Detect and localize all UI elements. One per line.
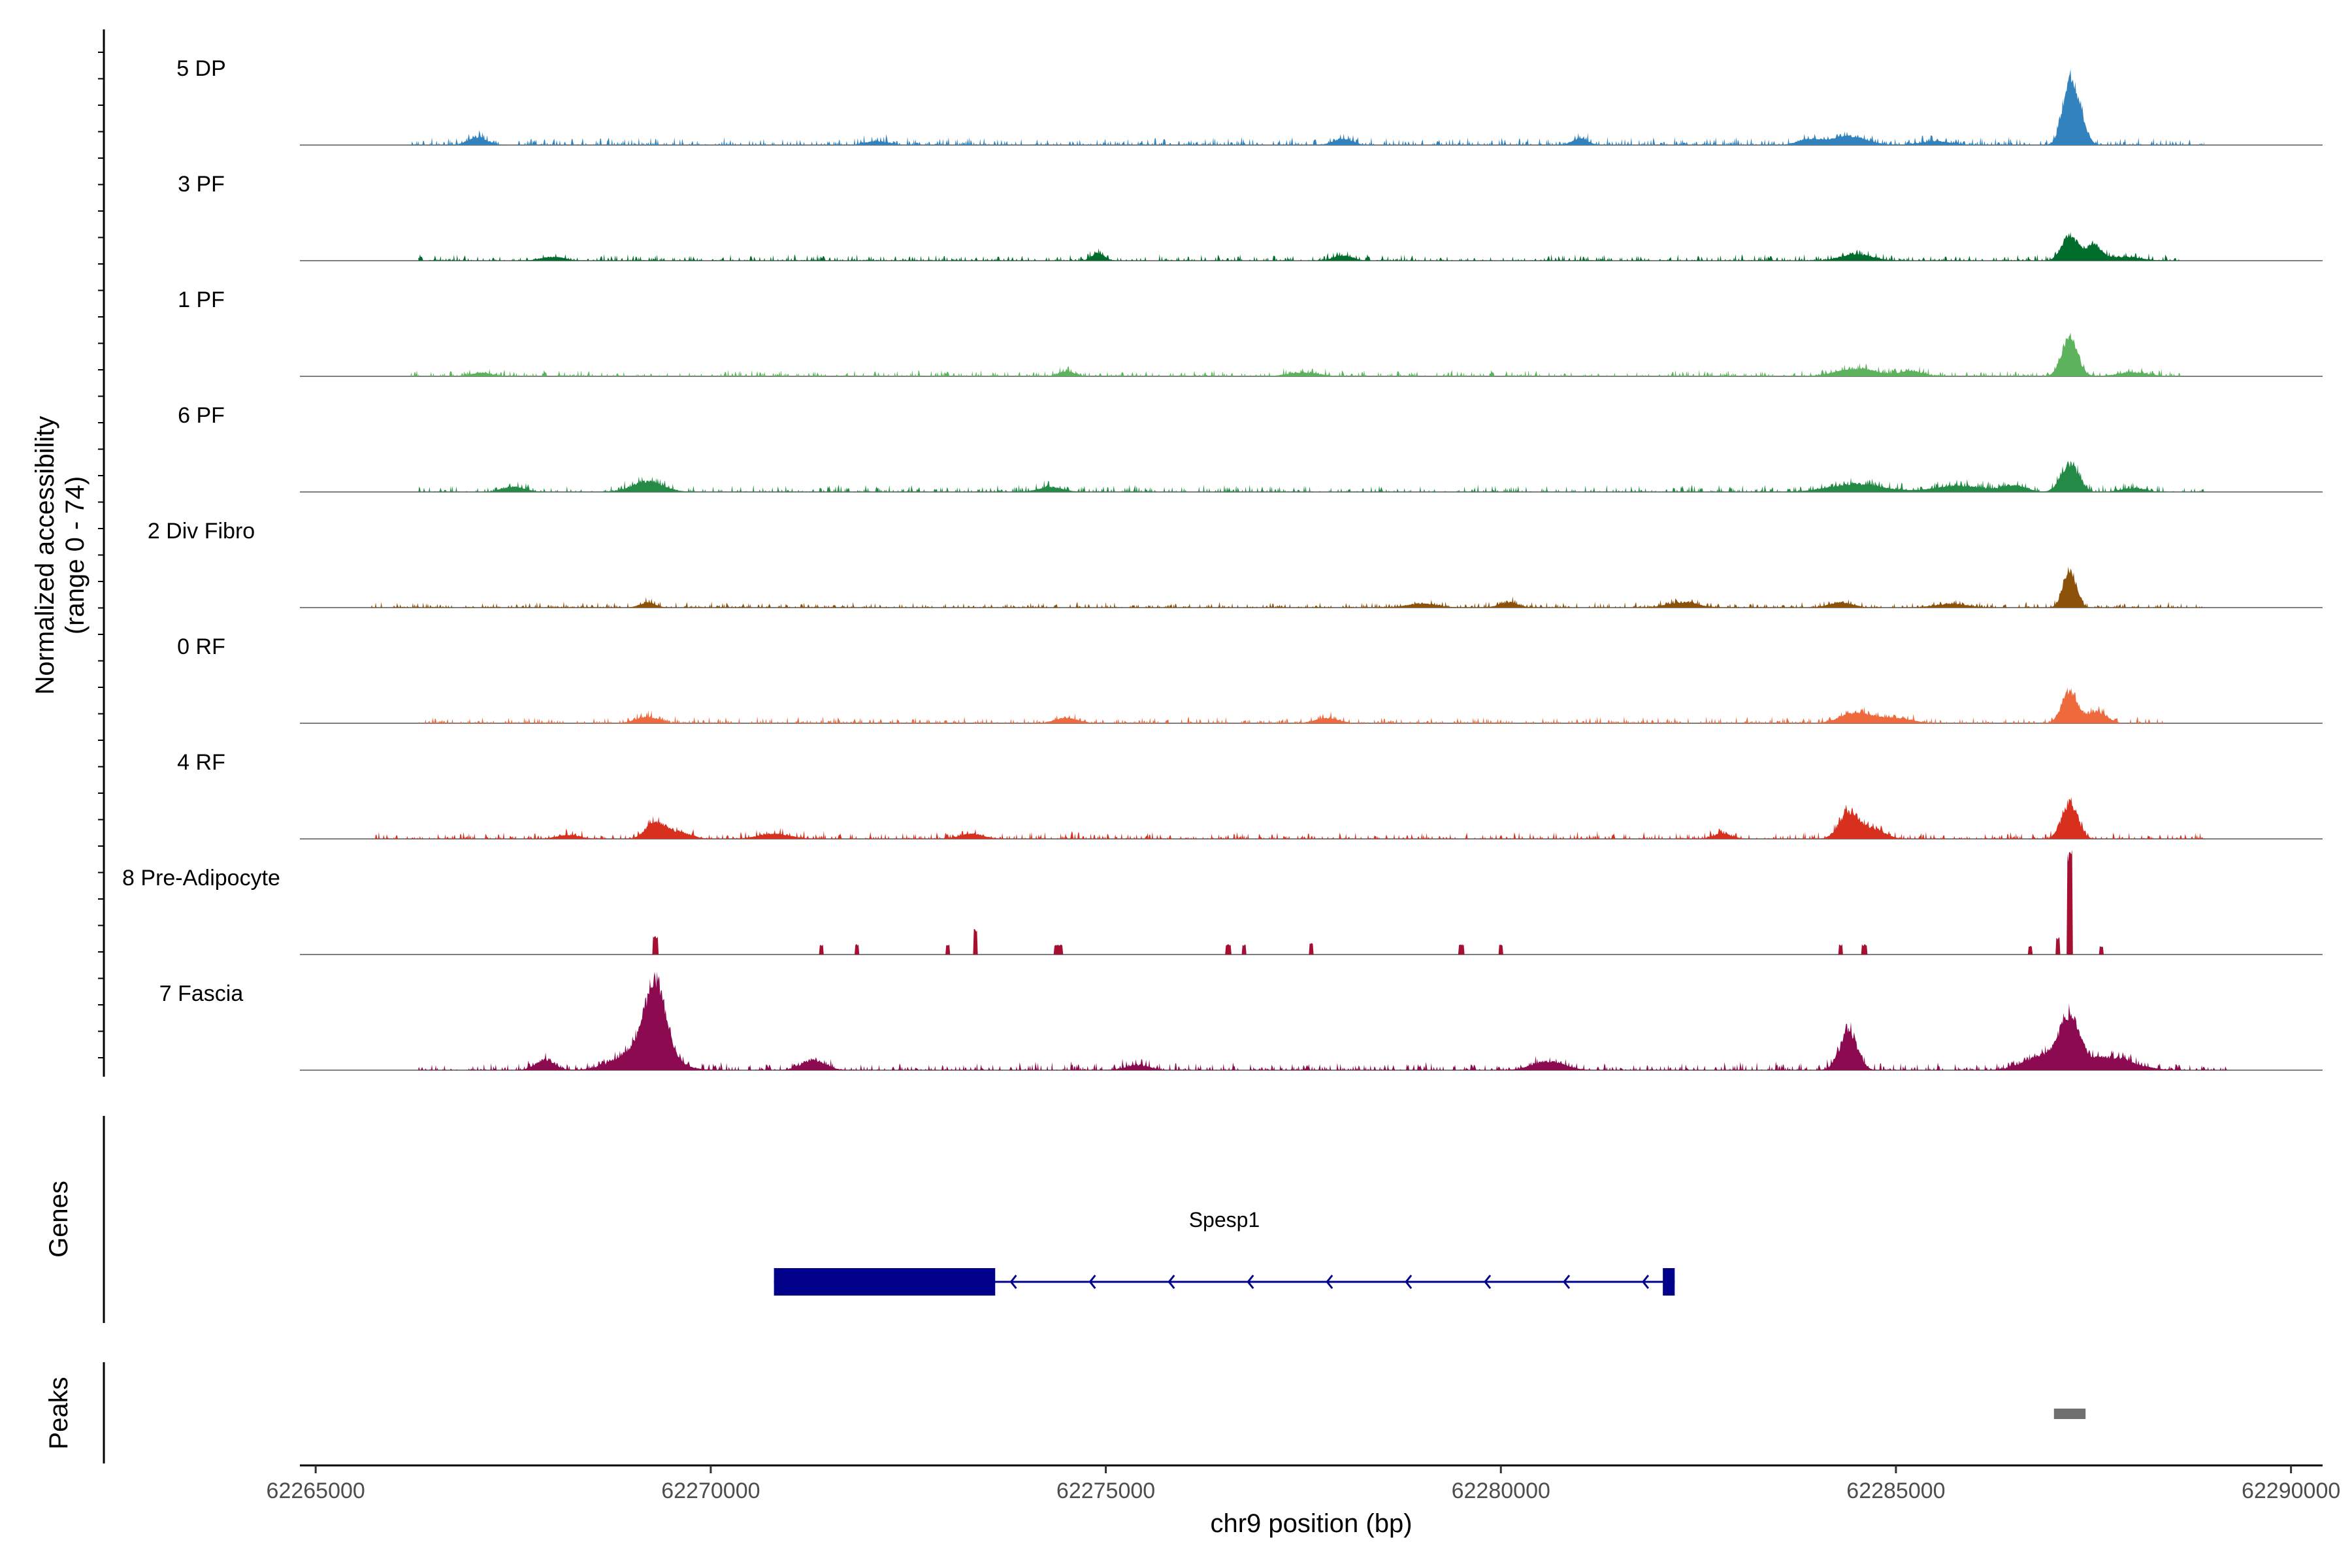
track-7-fascia: 7 Fascia [159, 971, 2323, 1071]
strand-arrow [1484, 1275, 1492, 1289]
genes-panel-label: Genes [44, 1181, 73, 1258]
x-tick-label: 62270000 [661, 1478, 760, 1503]
y-axis-range: (range 0 - 74) [61, 476, 90, 634]
coverage-y-axis [98, 29, 105, 1077]
strand-arrow [1009, 1275, 1017, 1289]
track-1-pf: 1 PF [178, 287, 2323, 377]
strand-arrow [1088, 1275, 1096, 1289]
strand-arrow [1563, 1275, 1571, 1289]
x-tick-label: 62265000 [267, 1478, 365, 1503]
track-label: 2 Div Fibro [148, 519, 255, 544]
track-label: 4 RF [177, 750, 225, 775]
track-8-pre-adipocyte: 8 Pre-Adipocyte [122, 849, 2323, 955]
gene-exon [774, 1268, 996, 1296]
x-tick-label: 62280000 [1452, 1478, 1550, 1503]
x-axis-title: chr9 position (bp) [1210, 1509, 1412, 1538]
x-tick-label: 62290000 [2242, 1478, 2340, 1503]
track-3-pf: 3 PF [178, 172, 2323, 261]
peak-region [2053, 1409, 2086, 1419]
track-2-div-fibro: 2 Div Fibro [148, 519, 2323, 608]
peaks-panel-label: Peaks [44, 1377, 73, 1449]
track-label: 5 DP [176, 56, 226, 81]
gene-exon [1663, 1268, 1675, 1296]
coverage-tracks: 5 DP 3 PF 1 PF 6 PF 2 Div Fibro 0 RF 4 RF 8 Pre… [122, 56, 2323, 1071]
x-tick-label: 62285000 [1846, 1478, 1945, 1503]
coverage-area [418, 971, 2228, 1070]
strand-arrow [1168, 1275, 1175, 1289]
x-axis: 62265000 62270000 62275000 62280000 62285000… [267, 1464, 2340, 1503]
x-tick-label: 62275000 [1056, 1478, 1155, 1503]
track-label: 6 PF [178, 403, 225, 428]
strand-arrow [1642, 1275, 1650, 1289]
track-label: 0 RF [177, 634, 225, 659]
y-axis-title: Normalized accessibility [31, 416, 59, 695]
track-label: 8 Pre-Adipocyte [122, 866, 280, 890]
track-0-rf: 0 RF [177, 634, 2323, 724]
strand-arrow [1326, 1275, 1333, 1289]
genes-panel: Genes Spesp1 [44, 1116, 1675, 1323]
strand-arrow [1247, 1275, 1254, 1289]
strand-arrow [1405, 1275, 1413, 1289]
peaks-panel: Peaks [44, 1362, 2086, 1463]
track-label: 7 Fascia [159, 981, 244, 1006]
gene-spesp1: Spesp1 [774, 1208, 1675, 1296]
gene-name-label: Spesp1 [1189, 1208, 1260, 1232]
track-4-rf: 4 RF [177, 750, 2323, 840]
track-label: 3 PF [178, 172, 225, 197]
track-label: 1 PF [178, 287, 225, 312]
track-5-dp: 5 DP [176, 56, 2323, 146]
coverage-area [418, 461, 2204, 492]
track-6-pf: 6 PF [178, 403, 2323, 493]
